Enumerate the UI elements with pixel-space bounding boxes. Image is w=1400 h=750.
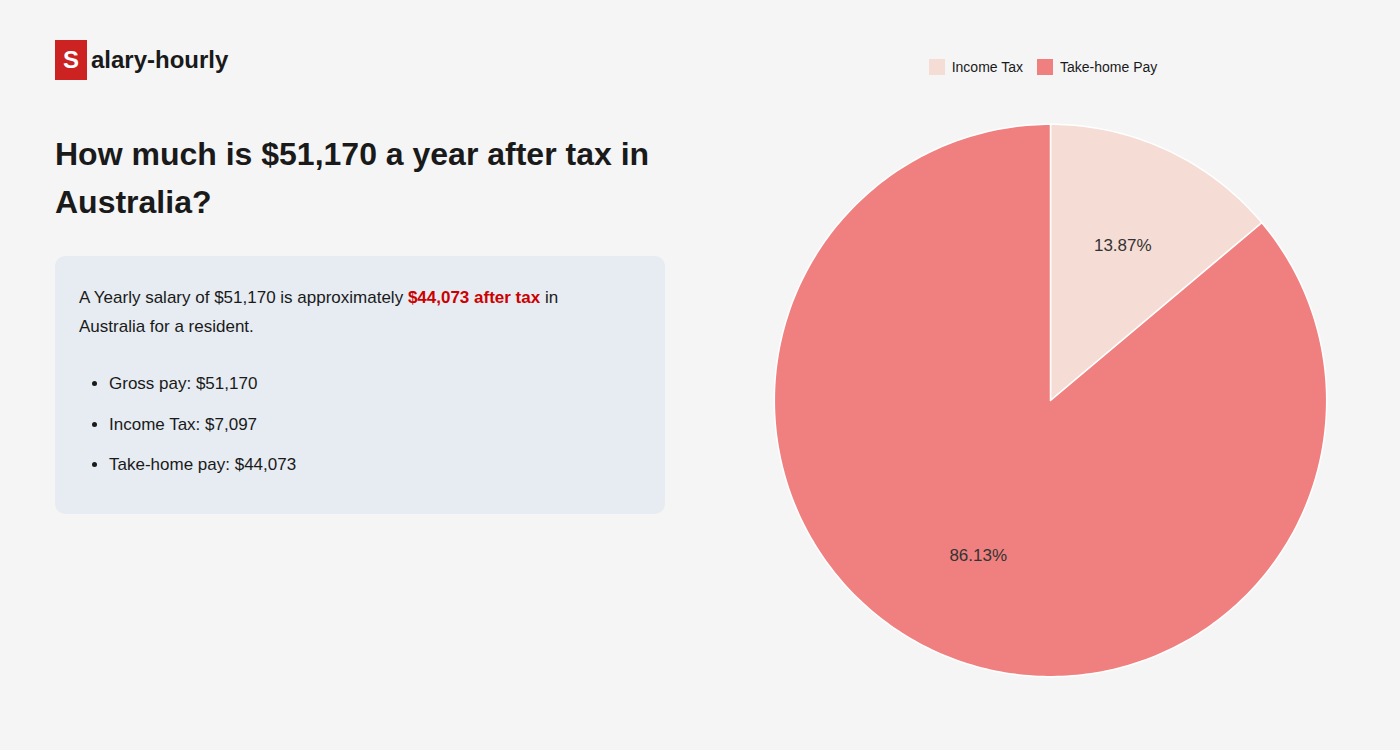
html-text:Australia?: Australia? (55, 184, 212, 220)
html-text:alary-hourly: alary-hourly (91, 46, 229, 73)
svg-text:13.87%: 13.87% (1094, 236, 1152, 255)
html-text:Take-home Pay: Take-home Pay (1060, 58, 1158, 75)
html-text:S: S (63, 46, 79, 73)
html-text:How much is $51,170 a year aft: How much is $51,170 a year after tax in (55, 136, 650, 172)
html-text:Australia for a resident.: Australia for a resident. (79, 316, 254, 336)
html-text:Income Tax: Income Tax (951, 58, 1023, 75)
html-text:Gross pay: $51,170: Gross pay: $51,170 (109, 373, 258, 393)
html-text:A Yearly salary of $51,170 is: A Yearly salary of $51,170 is approximat… (79, 288, 559, 307)
svg-text:86.13%: 86.13% (949, 546, 1007, 565)
html-text:Take-home pay: $44,073: Take-home pay: $44,073 (109, 455, 297, 475)
html-text:Income Tax: $7,097: Income Tax: $7,097 (109, 414, 258, 434)
